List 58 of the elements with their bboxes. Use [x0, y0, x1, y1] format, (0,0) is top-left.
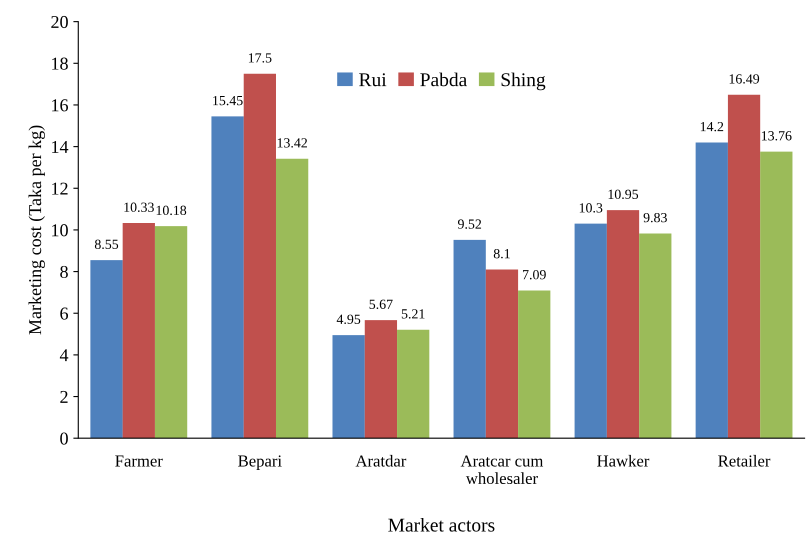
x-axis-title: Market actors	[388, 518, 494, 532]
bar	[574, 224, 607, 438]
bar	[696, 142, 728, 438]
y-tick-label: 16	[52, 99, 68, 112]
data-label: 17.5	[248, 53, 272, 63]
y-tick-label: 6	[60, 308, 68, 320]
bar	[760, 152, 792, 438]
data-label: 9.52	[458, 219, 482, 229]
legend-label: Rui	[359, 73, 386, 86]
data-label: 16.49	[730, 74, 760, 84]
bar	[244, 74, 276, 438]
data-label: 13.42	[278, 138, 307, 148]
data-label: 10.18	[156, 206, 186, 216]
bar	[606, 210, 640, 438]
y-tick-label: 14	[52, 140, 68, 153]
bar	[364, 320, 398, 438]
y-tick-label: 10	[52, 224, 68, 236]
y-tick-label: 2	[60, 390, 68, 403]
data-label: 5.67	[370, 300, 393, 310]
bar	[518, 290, 550, 438]
x-tick-label: Hawker	[597, 454, 650, 467]
y-axis-title: Marketing cost (Taka per kg)	[28, 126, 45, 335]
data-label: 5.21	[402, 309, 425, 319]
data-label: 8.55	[94, 240, 118, 250]
legend-label: Pabda	[420, 72, 467, 86]
data-label: 10.3	[580, 203, 602, 213]
x-tick-label: Bepari	[238, 455, 282, 470]
data-label: 14.2	[700, 122, 724, 132]
bar	[639, 233, 672, 438]
data-label: 10.95	[608, 190, 638, 200]
bar	[397, 330, 430, 438]
data-label: 7.09	[522, 270, 546, 280]
data-label: 9.83	[644, 212, 667, 222]
x-tick-label: Aratcar cum wholesaler	[460, 455, 544, 484]
y-tick-label: 12	[52, 182, 68, 195]
y-tick-label: 20	[51, 16, 68, 28]
data-label: 4.95	[336, 314, 360, 324]
y-tick-label: 0	[60, 432, 68, 445]
bar	[211, 116, 244, 438]
data-label: 15.45	[213, 96, 243, 106]
y-tick-label: 18	[52, 58, 68, 70]
bar	[276, 158, 308, 438]
x-tick-label: Aratdar	[356, 454, 406, 467]
data-label: 13.76	[762, 131, 792, 141]
bar	[154, 226, 188, 438]
bar	[122, 223, 155, 438]
y-tick-label: 4	[60, 349, 68, 362]
bar	[486, 270, 518, 438]
bar	[332, 335, 365, 438]
x-tick-label: Retailer	[718, 454, 770, 467]
y-tick-label: 8	[60, 266, 68, 278]
x-tick-label: Farmer	[115, 456, 163, 467]
data-label: 8.1	[494, 248, 510, 258]
bar	[728, 94, 760, 438]
legend-label: Shing	[502, 72, 546, 90]
data-label: 10.33	[124, 202, 154, 212]
bar	[454, 240, 486, 438]
bar	[90, 260, 123, 438]
